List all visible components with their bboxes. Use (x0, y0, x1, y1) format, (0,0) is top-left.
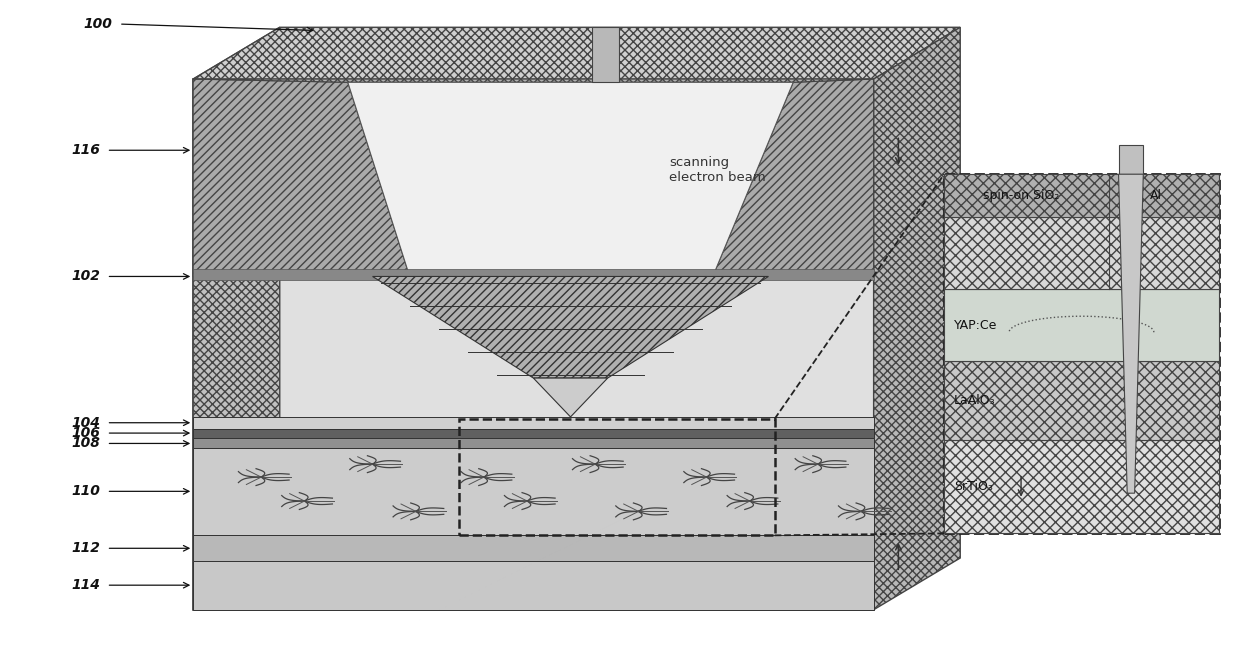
Text: 102: 102 (72, 270, 100, 283)
Polygon shape (944, 361, 1219, 440)
Text: spin-on SiO₂: spin-on SiO₂ (983, 189, 1059, 202)
Polygon shape (193, 438, 874, 448)
Text: 110: 110 (72, 484, 100, 499)
Polygon shape (193, 79, 874, 610)
Polygon shape (193, 448, 874, 536)
Text: 106: 106 (72, 426, 100, 440)
Polygon shape (193, 27, 280, 610)
Polygon shape (193, 561, 874, 610)
Polygon shape (347, 83, 794, 276)
Polygon shape (533, 378, 608, 417)
Text: scanning
electron beam: scanning electron beam (670, 155, 766, 184)
Polygon shape (193, 79, 874, 83)
Polygon shape (193, 79, 409, 276)
Text: Al: Al (1149, 189, 1162, 202)
Polygon shape (944, 174, 1219, 217)
Polygon shape (193, 536, 874, 561)
Polygon shape (874, 27, 960, 610)
Text: SrTiO₃: SrTiO₃ (954, 480, 993, 493)
Text: 114: 114 (72, 578, 100, 592)
Polygon shape (944, 289, 1219, 361)
Polygon shape (1118, 174, 1143, 493)
Text: 116: 116 (72, 143, 100, 157)
Text: 108: 108 (72, 436, 100, 450)
Polygon shape (193, 428, 874, 438)
Polygon shape (193, 268, 874, 280)
Polygon shape (944, 440, 1219, 534)
Polygon shape (372, 276, 769, 378)
Text: 100: 100 (84, 17, 113, 31)
Text: 112: 112 (72, 541, 100, 555)
Text: 104: 104 (72, 416, 100, 430)
Polygon shape (713, 79, 874, 276)
Polygon shape (193, 417, 874, 428)
Polygon shape (193, 27, 960, 79)
Text: LaAlO₃: LaAlO₃ (954, 394, 996, 407)
FancyBboxPatch shape (1118, 145, 1143, 174)
Text: YAP:Ce: YAP:Ce (954, 318, 997, 332)
Polygon shape (944, 217, 1219, 289)
FancyBboxPatch shape (591, 27, 619, 83)
